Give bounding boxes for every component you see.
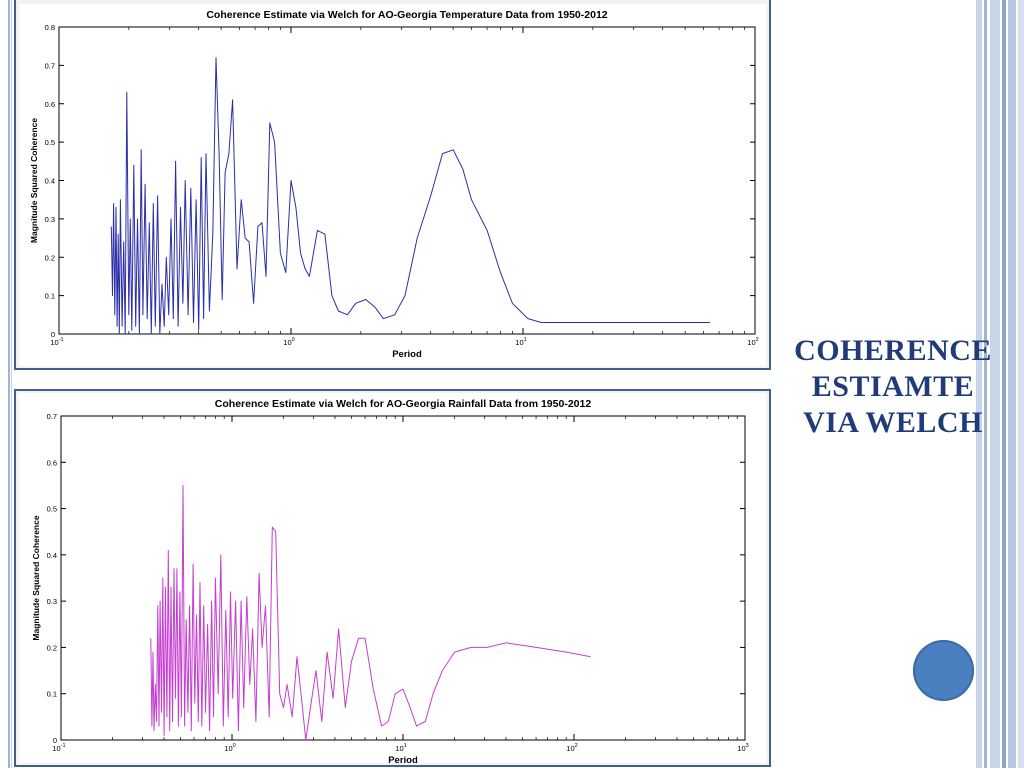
- y-tick-label: 0.3: [47, 597, 57, 606]
- rainfall-coherence-chart: Coherence Estimate via Welch for AO-Geor…: [19, 393, 766, 765]
- coherence-series-line: [110, 57, 710, 335]
- left-border-line: [8, 0, 10, 768]
- y-tick-label: 0: [53, 736, 57, 745]
- x-tick-label: 100: [224, 743, 235, 753]
- y-tick-label: 0.4: [45, 177, 55, 186]
- x-tick-label: 103: [737, 743, 748, 753]
- slide-title: COHERENCE ESTIAMTE VIA WELCH: [774, 333, 1012, 441]
- x-tick-label: 10-1: [50, 337, 63, 347]
- y-tick-label: 0.6: [47, 458, 57, 467]
- y-axis-label: Magnitude Squared Coherence: [29, 118, 39, 243]
- slide-title-line-3: VIA WELCH: [803, 406, 983, 439]
- x-tick-label: 102: [747, 337, 758, 347]
- x-tick-label: 101: [515, 337, 526, 347]
- temperature-coherence-chart: Coherence Estimate via Welch for AO-Geor…: [19, 4, 766, 366]
- y-tick-label: 0.4: [47, 551, 57, 560]
- x-tick-label: 10-1: [52, 743, 65, 753]
- y-tick-label: 0.7: [47, 412, 57, 421]
- y-tick-label: 0.5: [45, 138, 55, 147]
- decorative-circle: [913, 640, 974, 701]
- rainfall-chart-panel: Coherence Estimate via Welch for AO-Geor…: [14, 389, 771, 767]
- x-axis-label: Period: [388, 755, 418, 765]
- y-tick-label: 0.2: [45, 253, 55, 262]
- slide-title-line-1: COHERENCE: [794, 334, 992, 367]
- chart-title: Coherence Estimate via Welch for AO-Geor…: [215, 398, 592, 410]
- coherence-series-line: [150, 484, 591, 741]
- x-axis-label: Period: [392, 349, 422, 360]
- y-tick-label: 0.8: [45, 23, 55, 32]
- y-tick-label: 0.1: [47, 690, 57, 699]
- y-tick-label: 0.5: [47, 505, 57, 514]
- left-border-line-inner: [11, 0, 12, 768]
- x-tick-label: 102: [566, 743, 577, 753]
- y-axis-label: Magnitude Squared Coherence: [31, 515, 41, 640]
- y-tick-label: 0: [51, 330, 55, 339]
- y-tick-label: 0.3: [45, 215, 55, 224]
- y-tick-label: 0.6: [45, 100, 55, 109]
- y-tick-label: 0.7: [45, 61, 55, 70]
- temperature-chart-panel: Coherence Estimate via Welch for AO-Geor…: [14, 0, 771, 370]
- x-tick-label: 100: [283, 337, 294, 347]
- right-decorative-stripes: [976, 0, 1024, 768]
- y-tick-label: 0.2: [47, 643, 57, 652]
- x-tick-label: 101: [395, 743, 406, 753]
- y-tick-label: 0.1: [45, 292, 55, 301]
- slide-title-line-2: ESTIAMTE: [811, 370, 975, 403]
- chart-title: Coherence Estimate via Welch for AO-Geor…: [206, 9, 607, 21]
